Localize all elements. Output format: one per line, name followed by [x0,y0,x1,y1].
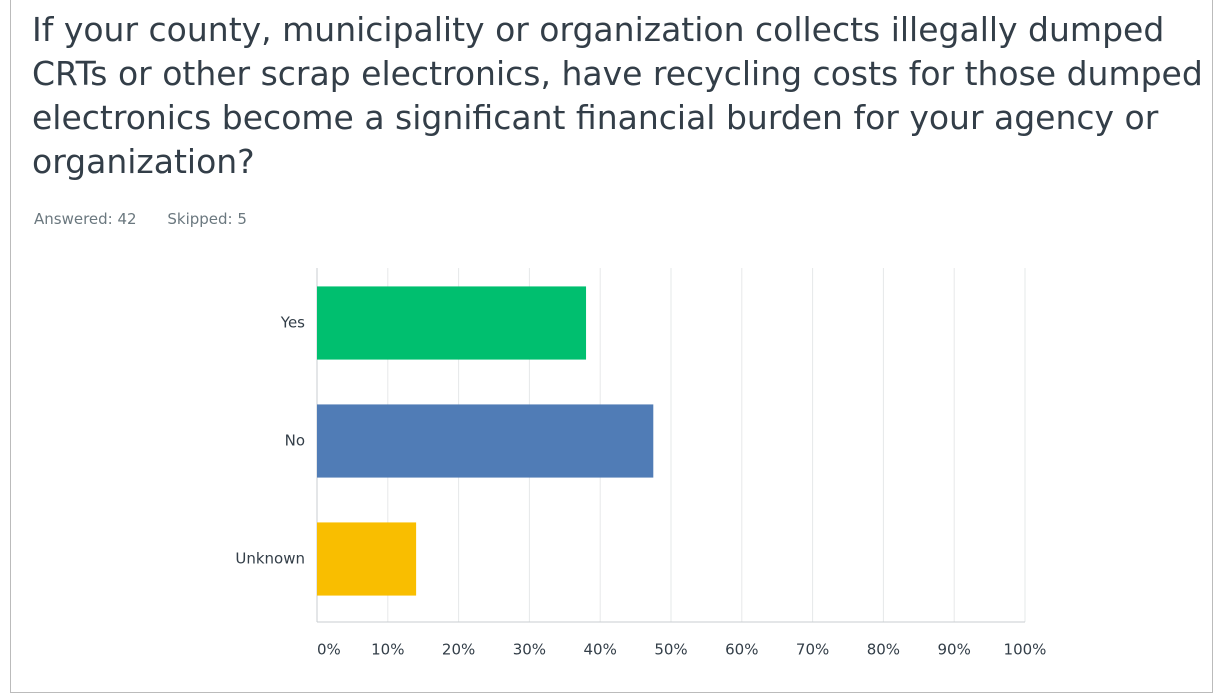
bar [317,404,654,478]
x-tick-label: 90% [938,641,971,659]
y-tick-label: Unknown [235,550,305,568]
x-tick-label: 10% [371,641,404,659]
x-tick-label: 30% [513,641,546,659]
x-tick-label: 100% [1004,641,1047,659]
y-tick-label: Yes [280,314,305,332]
bar [317,286,587,360]
x-tick-label: 70% [796,641,829,659]
skipped-count: Skipped: 5 [167,210,247,228]
x-tick-label: 60% [725,641,758,659]
bar [317,522,417,596]
x-tick-label: 0% [317,641,341,659]
x-tick-label: 40% [584,641,617,659]
x-tick-label: 80% [867,641,900,659]
answered-count: Answered: 42 [34,210,137,228]
response-stats: Answered: 42 Skipped: 5 [34,210,273,228]
chart-title: If your county, municipality or organiza… [32,10,1203,181]
frame [10,0,1213,693]
x-tick-label: 20% [442,641,475,659]
y-tick-label: No [285,432,305,450]
x-tick-label: 50% [654,641,687,659]
